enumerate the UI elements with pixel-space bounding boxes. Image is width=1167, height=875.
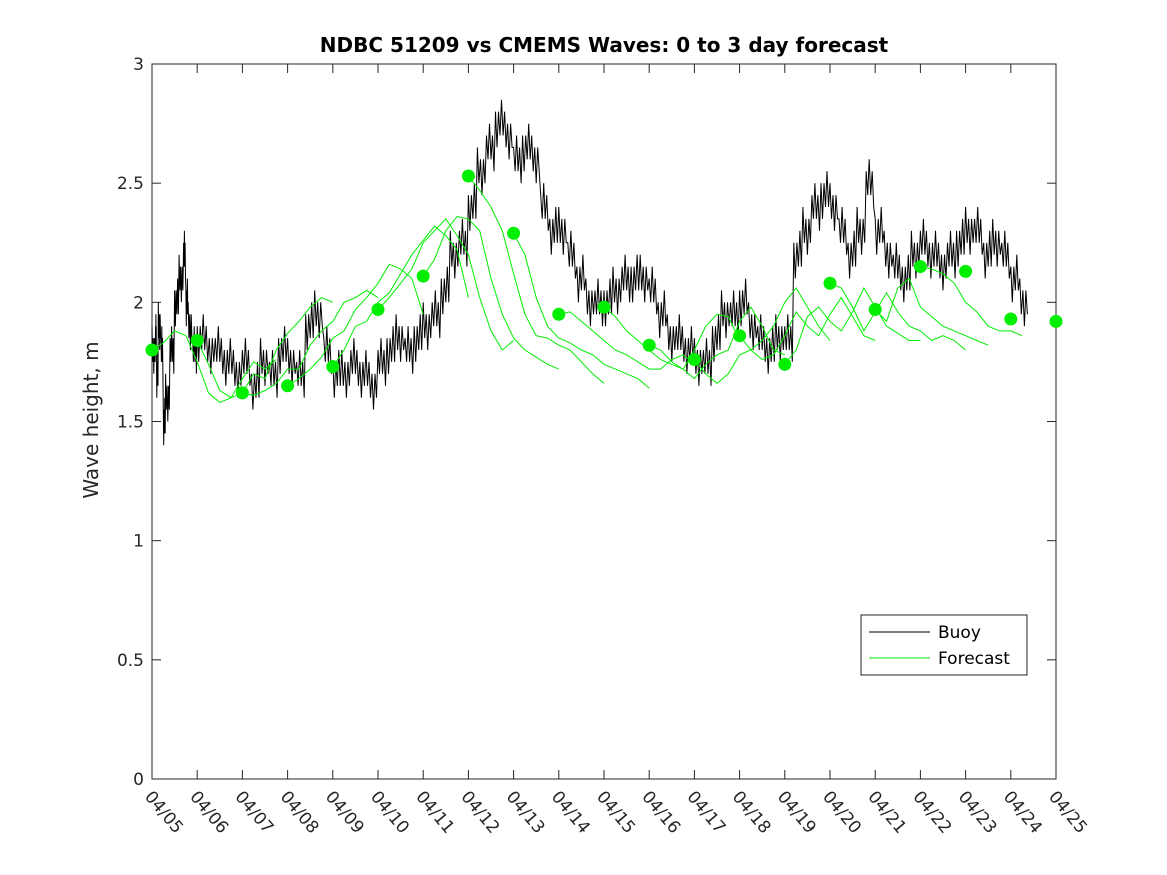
x-tick-label: 04/17 <box>683 787 730 837</box>
forecast-run-line <box>196 297 333 399</box>
forecast-run-line <box>422 215 559 370</box>
x-tick-label: 04/06 <box>185 787 232 837</box>
forecast-point <box>733 329 747 343</box>
y-tick-label: 1 <box>133 532 144 552</box>
y-tick-label: 2 <box>133 293 144 313</box>
x-tick-label: 04/16 <box>637 787 684 837</box>
forecast-point <box>281 379 295 393</box>
y-tick-label: 1.5 <box>117 413 144 433</box>
forecast-run-line <box>513 232 650 389</box>
x-tick-label: 04/11 <box>411 787 458 837</box>
forecast-run-line <box>920 266 1023 337</box>
forecast-point <box>642 338 656 352</box>
forecast-run-line <box>649 306 785 380</box>
forecast-point <box>959 264 973 278</box>
x-tick-label: 04/20 <box>818 787 865 837</box>
x-tick-label: 04/23 <box>954 787 1001 837</box>
x-tick-label: 04/22 <box>909 787 956 837</box>
forecast-point <box>552 307 566 321</box>
y-tick-label: 2.5 <box>117 174 144 194</box>
x-tick-label: 04/10 <box>366 787 413 837</box>
x-tick-label: 04/19 <box>773 787 820 837</box>
series-layer <box>145 99 1063 446</box>
forecast-run-line <box>784 286 921 365</box>
y-tick-label: 0 <box>133 770 144 790</box>
forecast-point <box>371 302 385 316</box>
forecast-point <box>461 169 475 183</box>
x-tick-label: 04/21 <box>863 787 910 837</box>
forecast-run-line <box>694 287 831 385</box>
forecast-run-line <box>829 282 966 351</box>
forecast-run-line <box>603 306 741 370</box>
legend-buoy-label: Buoy <box>938 623 981 643</box>
forecast-run-line <box>558 311 695 370</box>
x-tick-label: 04/25 <box>1044 787 1091 837</box>
x-tick-label: 04/05 <box>140 787 187 837</box>
forecast-run-line <box>468 175 605 384</box>
legend: Buoy Forecast <box>860 614 1028 676</box>
y-tick-label: 0.5 <box>117 651 144 671</box>
forecast-point <box>1049 314 1063 328</box>
x-tick-label: 04/18 <box>728 787 775 837</box>
forecast-point <box>913 260 927 274</box>
forecast-point <box>507 226 521 240</box>
y-axis-label: Wave height, m <box>79 341 103 498</box>
forecast-point <box>687 353 701 367</box>
forecast-run-line <box>874 277 989 346</box>
forecast-point <box>326 360 340 374</box>
forecast-run-line <box>287 263 424 387</box>
legend-box <box>860 614 1028 676</box>
x-axis: 04/0504/0604/0704/0804/0904/1004/1104/12… <box>140 64 1091 838</box>
y-axis: 0 0.5 1 1.5 2 2.5 3 <box>117 55 1056 790</box>
y-tick-label: 3 <box>133 55 144 75</box>
x-tick-label: 04/13 <box>502 787 549 837</box>
x-tick-label: 04/24 <box>999 787 1046 837</box>
x-tick-label: 04/09 <box>321 787 368 837</box>
x-tick-label: 04/12 <box>457 787 504 837</box>
forecast-run-line <box>332 225 469 367</box>
buoy-series-line <box>151 99 1028 446</box>
forecast-run-line <box>377 218 514 351</box>
forecast-point <box>778 357 792 371</box>
forecast-point <box>416 269 430 283</box>
legend-forecast-label: Forecast <box>938 649 1010 669</box>
forecast-point <box>145 343 159 357</box>
forecast-run-line <box>739 296 876 361</box>
forecast-point <box>597 300 611 314</box>
forecast-point <box>823 276 837 290</box>
x-tick-label: 04/14 <box>547 787 594 837</box>
x-tick-label: 04/07 <box>231 787 278 837</box>
x-tick-label: 04/15 <box>592 787 639 837</box>
chart-title: NDBC 51209 vs CMEMS Waves: 0 to 3 day fo… <box>320 33 889 57</box>
forecast-point <box>235 386 249 400</box>
forecast-run-line <box>242 289 379 396</box>
x-tick-label: 04/08 <box>276 787 323 837</box>
forecast-point <box>868 302 882 316</box>
forecast-point <box>1004 312 1018 326</box>
forecast-run-line <box>151 330 277 403</box>
forecast-point <box>190 333 204 347</box>
